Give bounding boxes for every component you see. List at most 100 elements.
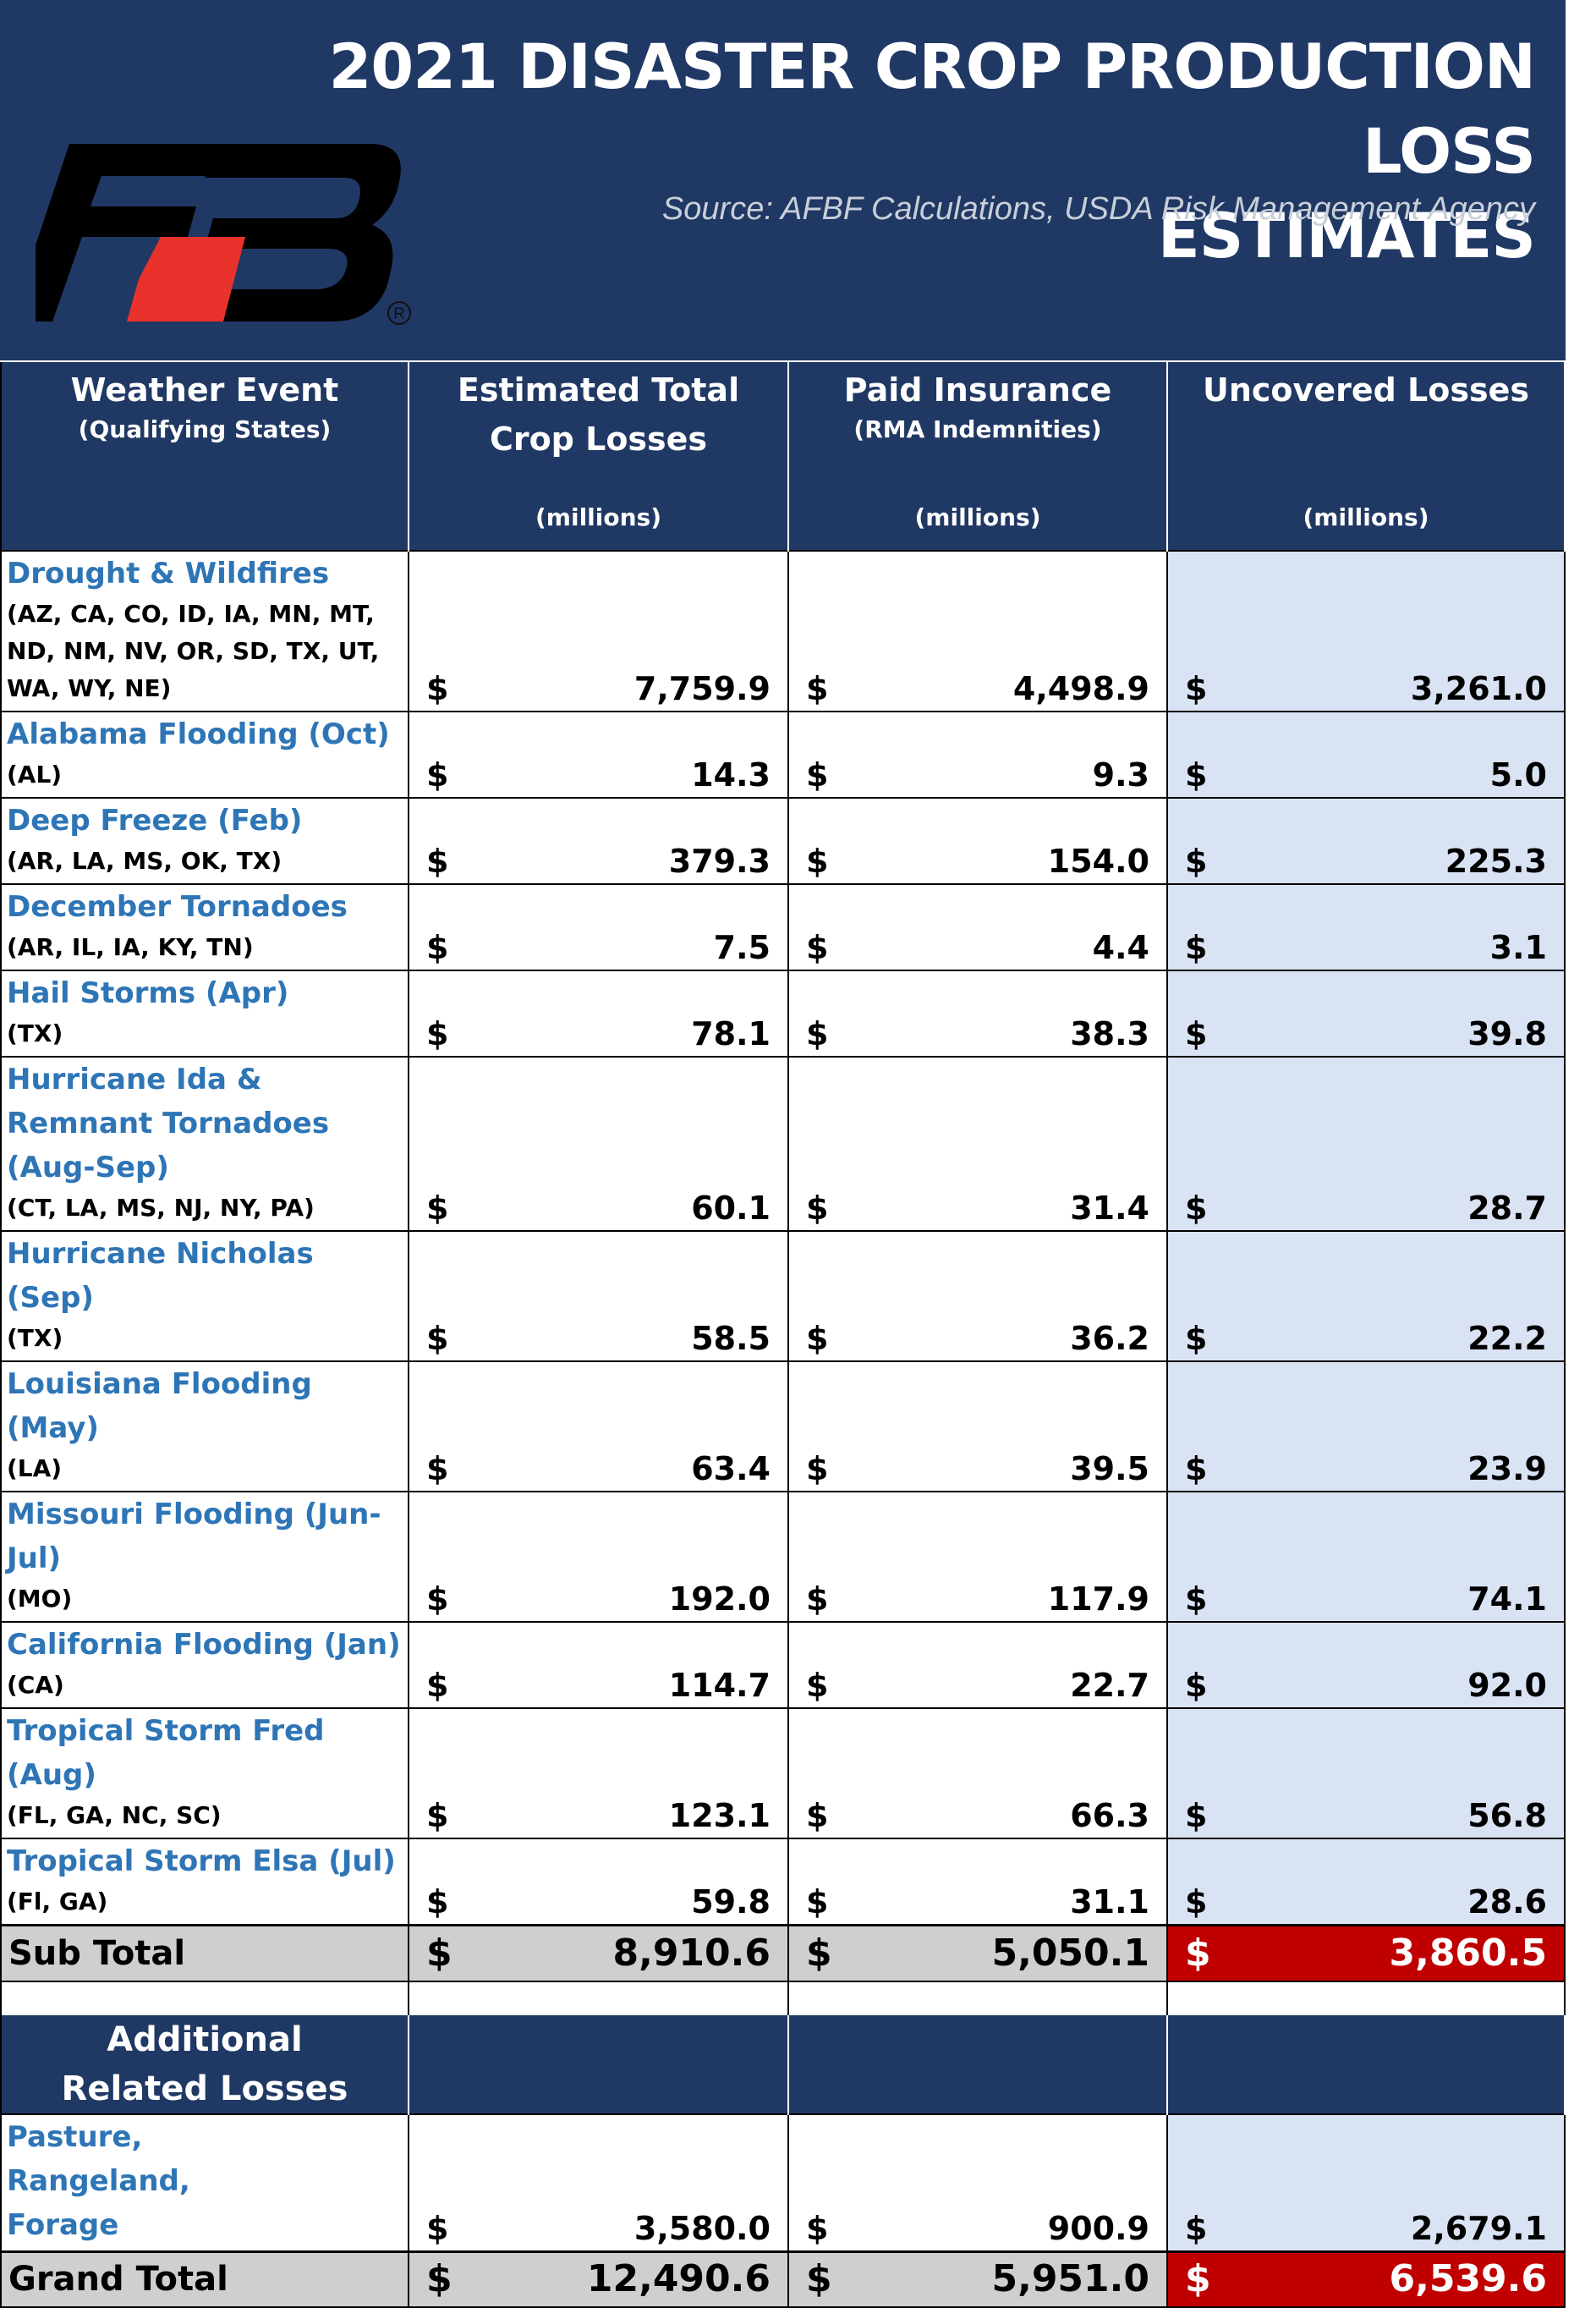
total-cell: $78.1 [408,970,789,1058]
event-states: (AR, LA, MS, OK, TX) [7,847,282,875]
table-row: Hurricane Ida & Remnant Tornadoes (Aug-S… [0,1056,1566,1232]
uncovered-cell: $23.9 [1166,1360,1566,1492]
paid-cell: $36.2 [787,1230,1168,1362]
table-row: Pasture, Rangeland, Forage $3,580.0 $900… [0,2113,1566,2252]
event-states: (TX) [7,1324,63,1352]
uncovered-cell: $28.6 [1166,1838,1566,1926]
event-cell: Hurricane Ida & Remnant Tornadoes (Aug-S… [0,1056,409,1232]
subtotal-label-cell: Sub Total [0,1924,409,1982]
event-states: (AL) [7,761,63,789]
paid-value: 36.2 [1070,1320,1149,1357]
paid-value: 4,498.9 [1012,670,1149,707]
event-name: California Flooding (Jan) [7,1628,401,1662]
paid-value: 900.9 [1047,2209,1149,2247]
column-header-total: Estimated Total Crop Losses (millions) [408,360,789,551]
paid-cell: $4.4 [787,883,1168,971]
uncovered-cell: $3.1 [1166,883,1566,971]
subtotal-uncovered-cell: $3,860.5 [1166,1924,1566,1982]
event-name: Missouri Flooding (Jun-Jul) [7,1497,381,1575]
event-cell: Tropical Storm Fred (Aug) (FL, GA, NC, S… [0,1707,409,1839]
uncovered-cell: $5.0 [1166,711,1566,799]
event-cell: Drought & Wildfires (AZ, CA, CO, ID, IA,… [0,550,409,712]
total-value: 59.8 [691,1883,771,1921]
uncovered-value: 92.0 [1467,1667,1547,1704]
paid-value: 31.4 [1070,1190,1149,1227]
uncovered-cell: $2,679.1 [1166,2113,1566,2252]
additional-losses-title-cell: Additional Related Losses [0,2014,409,2114]
event-states: (AR, IL, IA, KY, TN) [7,933,254,961]
grandtotal-paid-cell: $5,951.0 [787,2250,1168,2308]
paid-value: 154.0 [1047,843,1149,880]
total-cell: $114.7 [408,1621,789,1709]
grandtotal-total-cell: $12,490.6 [408,2250,789,2308]
event-name: Louisiana Flooding (May) [7,1367,312,1445]
total-value: 192.0 [668,1580,771,1618]
total-cell: $60.1 [408,1056,789,1232]
uncovered-value: 28.7 [1467,1190,1547,1227]
table-row: Deep Freeze (Feb) (AR, LA, MS, OK, TX) $… [0,797,1566,885]
event-cell: Missouri Flooding (Jun-Jul) (MO) [0,1491,409,1623]
event-name: Tropical Storm Elsa (Jul) [7,1844,396,1878]
title-banner: R 2021 DISASTER CROP PRODUCTION LOSS EST… [0,0,1566,360]
uncovered-value: 56.8 [1467,1797,1547,1834]
total-cell: $3,580.0 [408,2113,789,2252]
spacer-row [0,1981,1566,2015]
column-header-uncovered: Uncovered Losses (millions) [1166,360,1566,551]
total-cell: $192.0 [408,1491,789,1623]
event-cell: Hurricane Nicholas (Sep) (TX) [0,1230,409,1362]
paid-value: 39.5 [1070,1450,1149,1487]
uncovered-value: 3.1 [1489,929,1547,966]
subtotal-paid-value: 5,050.1 [991,1931,1149,1975]
event-name: Hurricane Nicholas (Sep) [7,1237,314,1315]
uncovered-cell: $3,261.0 [1166,550,1566,712]
paid-value: 66.3 [1070,1797,1149,1834]
uncovered-value: 22.2 [1467,1320,1547,1357]
grandtotal-label: Grand Total [8,2260,228,2300]
event-cell: Hail Storms (Apr) (TX) [0,970,409,1058]
total-value: 63.4 [691,1450,771,1487]
event-name: Tropical Storm Fred (Aug) [7,1714,325,1792]
total-cell: $59.8 [408,1838,789,1926]
uncovered-cell: $22.2 [1166,1230,1566,1362]
event-name: December Tornadoes [7,890,348,924]
subtotal-uncovered-value: 3,860.5 [1389,1931,1547,1975]
event-cell: California Flooding (Jan) (CA) [0,1621,409,1709]
uncovered-value: 5.0 [1489,756,1547,794]
source-note: Source: AFBF Calculations, USDA Risk Man… [661,191,1535,227]
farm-bureau-logo-black [36,144,401,321]
paid-cell: $117.9 [787,1491,1168,1623]
total-value: 114.7 [668,1667,771,1704]
loss-table: Weather Event (Qualifying States) Estima… [0,360,1566,2308]
event-states: (MO) [7,1585,73,1613]
event-cell: December Tornadoes (AR, IL, IA, KY, TN) [0,883,409,971]
subtotal-paid-cell: $5,050.1 [787,1924,1168,1982]
event-states: (FL, GA, NC, SC) [7,1801,222,1829]
total-cell: $7,759.9 [408,550,789,712]
title-line-2: ESTIMATES [1157,201,1536,272]
column-header-row: Weather Event (Qualifying States) Estima… [0,360,1566,551]
total-cell: $379.3 [408,797,789,885]
grandtotal-total-value: 12,490.6 [586,2257,771,2301]
table-row: December Tornadoes (AR, IL, IA, KY, TN) … [0,883,1566,971]
event-name: Deep Freeze (Feb) [7,804,303,838]
column-header-event: Weather Event (Qualifying States) [0,360,409,551]
total-value: 123.1 [668,1797,771,1834]
event-name: Hail Storms (Apr) [7,976,289,1010]
event-states: (LA) [7,1454,63,1482]
paid-cell: $4,498.9 [787,550,1168,712]
total-value: 14.3 [691,756,771,794]
subtotal-total-value: 8,910.6 [612,1931,771,1975]
event-states: (AZ, CA, CO, ID, IA, MN, MT, ND, NM, NV,… [7,600,380,702]
subtotal-label: Sub Total [8,1933,186,1973]
total-value: 3,580.0 [633,2209,771,2247]
paid-cell: $9.3 [787,711,1168,799]
paid-value: 22.7 [1070,1667,1149,1704]
uncovered-cell: $56.8 [1166,1707,1566,1839]
paid-cell: $31.1 [787,1838,1168,1926]
event-name: Drought & Wildfires [7,557,330,591]
table-row: Tropical Storm Elsa (Jul) (Fl, GA) $59.8… [0,1838,1566,1926]
event-cell: Alabama Flooding (Oct) (AL) [0,711,409,799]
event-cell: Louisiana Flooding (May) (LA) [0,1360,409,1492]
paid-cell: $900.9 [787,2113,1168,2252]
event-cell: Deep Freeze (Feb) (AR, LA, MS, OK, TX) [0,797,409,885]
